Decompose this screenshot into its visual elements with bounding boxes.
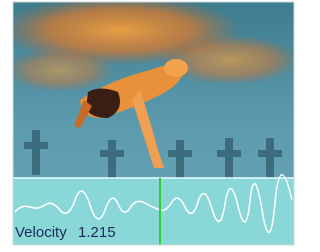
video: Velocity 1.215 — [0, 0, 300, 245]
page: {"overlay": {"label": "Velocity", "value… — [0, 0, 301, 252]
velocity-value: 1.215 — [78, 224, 116, 241]
velocity-label: Velocity — [15, 224, 67, 241]
video-frame: Velocity 1.215 — [0, 0, 301, 252]
splash — [5, 48, 115, 92]
